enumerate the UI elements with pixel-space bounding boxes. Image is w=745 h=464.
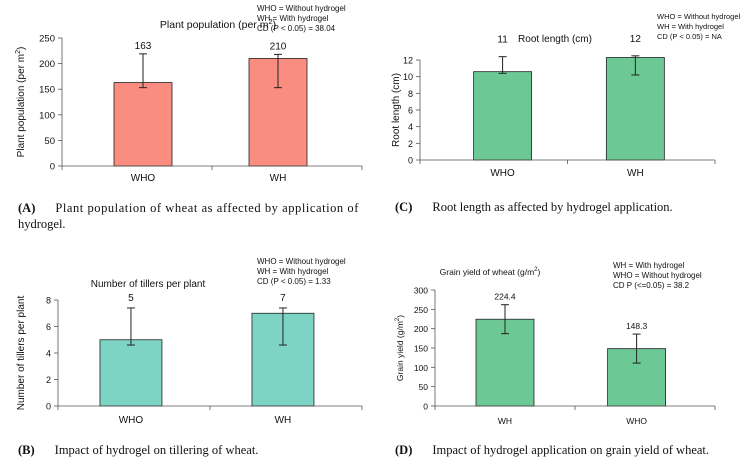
chart-b-svg: 5 WHO 7 WH 0 2 4 6 8 Number of tillers per plant N… [16, 257, 363, 426]
chart-c-legend-line-1: WH = With hydrogel [657, 22, 724, 31]
caption-d: (D) Impact of hydrogel application on gra… [395, 443, 709, 458]
chart-a-ytick-label-3: 150 [39, 85, 55, 96]
chart-b-ytick-label-3: 6 [46, 322, 51, 332]
chart-panel-d: 224.4 WH 148.3 WHO 0 50 100 150 200 250 300 Grain y… [385, 248, 745, 438]
chart-a-legend-line-1: WH = With hydrogel [257, 14, 329, 23]
chart-d-legend-line-1: WHO = Without hydrogel [613, 271, 702, 280]
chart-panel-a: 163 WHO 210 WH 0 50 100 150 200 250 Plant populati… [0, 0, 380, 195]
chart-d-legend-line-0: WH = With hydrogel [613, 261, 685, 270]
caption-c-letter: (C) [395, 200, 413, 214]
chart-a-title: Plant population (per m2) [160, 17, 276, 31]
chart-d-category-label-1: WHO [626, 416, 647, 426]
chart-c-value-label-0: 11 [497, 35, 508, 46]
chart-b-legend-line-2: CD (P < 0.05) = 1.33 [257, 277, 331, 286]
chart-c-ytick-label-1: 2 [408, 139, 413, 149]
chart-c-ytick-label-0: 0 [408, 156, 413, 166]
chart-b-category-label-0: WHO [119, 415, 144, 426]
chart-b-title: Number of tillers per plant [91, 279, 206, 290]
chart-c-ytick-label-3: 6 [408, 106, 413, 116]
chart-c-title: Root length (cm) [518, 34, 592, 45]
chart-a-ytick-label-4: 200 [39, 59, 55, 70]
chart-panel-b: 5 WHO 7 WH 0 2 4 6 8 Number of tillers per plant N… [0, 248, 380, 438]
chart-d-ytick-label-1: 50 [419, 382, 429, 392]
chart-a-svg: 163 WHO 210 WH 0 50 100 150 200 250 Plant populati… [15, 4, 363, 184]
chart-d-ytick-label-0: 0 [423, 402, 428, 412]
chart-a-bar-0 [113, 82, 173, 167]
chart-d-value-label-0: 224.4 [494, 292, 516, 302]
caption-b-letter: (B) [18, 443, 35, 457]
chart-b-bar-0 [99, 339, 163, 407]
chart-a-legend-line-0: WHO = Without hydrogel [257, 4, 346, 13]
chart-panel-c: 11 WHO 12 WH 0 2 4 6 8 10 12 Root length (cm) Root l… [385, 0, 745, 195]
caption-b-text: Impact of hydrogel on tillering of wheat… [54, 443, 259, 457]
chart-d-ylabel: Grain yield (g/m2) [395, 315, 405, 381]
chart-b-category-label-1: WH [275, 415, 292, 426]
chart-c-category-label-1: WH [627, 168, 644, 179]
chart-d-category-label-0: WH [498, 416, 512, 426]
caption-c-text: Root length as affected by hydrogel appl… [432, 200, 673, 214]
chart-b-value-label-1: 7 [280, 293, 286, 304]
chart-b-value-label-0: 5 [128, 293, 134, 304]
chart-a-category-label-1: WH [270, 173, 287, 184]
chart-a-legend-line-2: CD (P < 0.05) = 38.04 [257, 24, 336, 33]
chart-c-legend-line-2: CD (P < 0.05) = NA [657, 32, 722, 41]
chart-a-value-label-0: 163 [135, 41, 152, 52]
chart-a-ytick-label-0: 0 [50, 162, 55, 173]
chart-b-ytick-label-0: 0 [46, 402, 51, 412]
chart-b-legend-line-1: WH = With hydrogel [257, 267, 329, 276]
chart-d-title: Grain yield of wheat (g/m2) [440, 267, 541, 277]
chart-d-svg: 224.4 WH 148.3 WHO 0 50 100 150 200 250 300 Grain y… [395, 261, 716, 426]
chart-a-category-label-0: WHO [131, 173, 156, 184]
caption-a: (A) Plant population of wheat as affected… [18, 200, 380, 232]
chart-d-ytick-label-4: 200 [414, 324, 428, 334]
caption-c: (C) Root length as affected by hydrogel a… [395, 200, 673, 215]
caption-a-letter: (A) [18, 201, 36, 215]
chart-a-ytick-label-2: 100 [39, 110, 55, 121]
chart-b-legend-line-0: WHO = Without hydrogel [257, 257, 346, 266]
chart-d-ytick-label-6: 300 [414, 286, 428, 296]
chart-a-ylabel: Plant population (per m2) [15, 47, 27, 158]
chart-c-ytick-label-6: 12 [403, 56, 413, 66]
chart-c-legend-line-0: WHO = Without hydrogel [657, 12, 740, 21]
chart-c-ytick-label-4: 8 [408, 89, 413, 99]
chart-c-ytick-label-2: 4 [408, 122, 413, 132]
caption-a-text: Plant population of wheat as affected by… [55, 201, 359, 215]
chart-a-ytick-label-5: 250 [39, 34, 55, 45]
chart-b-ytick-label-2: 4 [46, 349, 51, 359]
chart-c-value-label-1: 12 [630, 34, 642, 45]
chart-a-ytick-label-1: 50 [44, 136, 55, 147]
caption-d-text: Impact of hydrogel application on grain … [432, 443, 710, 457]
chart-b-ylabel: Number of tillers per plant [16, 296, 27, 411]
chart-c-ytick-label-5: 10 [403, 72, 413, 82]
chart-d-ytick-label-5: 250 [414, 305, 428, 315]
chart-d-ytick-label-2: 100 [414, 363, 428, 373]
chart-d-legend-line-2: CD P (<=0.05) = 38.2 [613, 281, 690, 290]
chart-c-category-label-0: WHO [490, 168, 515, 179]
chart-d-ytick-label-3: 150 [414, 344, 428, 354]
chart-b-ytick-label-4: 8 [46, 296, 51, 306]
caption-b: (B) Impact of hydrogel on tillering of wh… [18, 443, 258, 458]
caption-a-text-2: hydrogel. [18, 217, 66, 231]
chart-b-ytick-label-1: 2 [46, 375, 51, 385]
chart-d-value-label-1: 148.3 [626, 321, 648, 331]
chart-a-value-label-1: 210 [270, 41, 287, 52]
chart-c-ylabel: Root length (cm) [391, 73, 402, 147]
chart-c-bar-0 [473, 71, 532, 161]
caption-d-letter: (D) [395, 443, 413, 457]
